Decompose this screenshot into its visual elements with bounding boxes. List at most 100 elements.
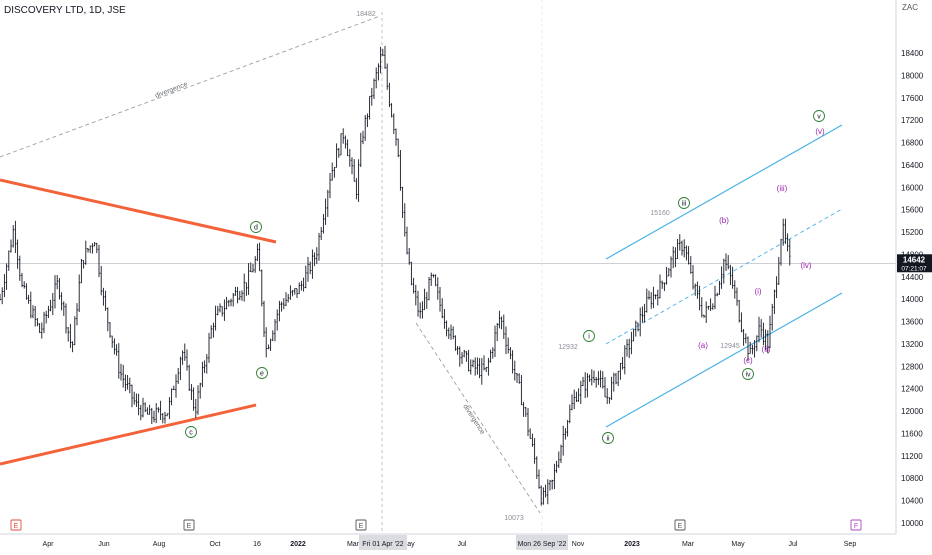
event-marker-label[interactable]: E	[187, 523, 192, 530]
candle	[120, 363, 122, 381]
channel-upper-line	[605, 124, 843, 260]
candle	[597, 371, 600, 385]
candle	[210, 325, 213, 339]
candle	[315, 247, 318, 265]
candle	[166, 413, 169, 417]
candle	[293, 287, 296, 295]
candle	[621, 356, 624, 370]
candle	[320, 227, 323, 240]
candle	[399, 150, 402, 191]
candle	[93, 242, 96, 247]
candle	[84, 240, 87, 265]
event-marker-label[interactable]: E	[678, 523, 683, 530]
candle	[450, 324, 452, 340]
candle	[771, 303, 774, 331]
event-marker[interactable]: E	[183, 519, 195, 531]
candle	[513, 360, 516, 381]
candle	[694, 283, 697, 296]
candle	[546, 479, 549, 505]
candle	[18, 255, 21, 281]
candle	[342, 128, 345, 144]
candle	[302, 277, 305, 292]
wave-label: (ii)	[762, 345, 771, 354]
candle	[395, 128, 397, 146]
candle	[373, 78, 375, 100]
candle	[69, 323, 72, 349]
candle	[696, 281, 699, 299]
candle	[428, 277, 430, 301]
candle	[507, 337, 510, 354]
candle	[716, 292, 719, 297]
candle	[126, 374, 129, 390]
candle	[731, 266, 734, 289]
candle	[157, 407, 160, 413]
candle	[612, 372, 615, 392]
candle	[375, 67, 378, 89]
price-tick-label: 13200	[901, 340, 924, 349]
candle	[667, 267, 670, 277]
event-marker[interactable]: E	[355, 519, 367, 531]
candle	[227, 299, 230, 307]
price-tick-label: 10000	[901, 519, 924, 528]
candle	[641, 306, 644, 323]
candle	[337, 147, 340, 158]
time-tick-label: Aug	[153, 541, 166, 548]
price-axis[interactable]: 10000 10400 10800 11200 11600 12000 12400 12800…	[895, 0, 932, 534]
candle	[480, 358, 483, 385]
wave-label-circle	[250, 221, 262, 233]
event-marker-box[interactable]	[183, 519, 195, 531]
candle	[617, 370, 620, 387]
candle	[742, 329, 745, 346]
candle	[263, 300, 265, 337]
candle	[208, 332, 210, 363]
wave-label: (iv)	[800, 261, 811, 270]
event-marker-label[interactable]: F	[854, 523, 858, 530]
price-tick-label: 12400	[901, 385, 924, 394]
candle	[524, 406, 527, 417]
candle	[762, 322, 765, 346]
candle	[214, 305, 217, 331]
candle	[326, 189, 329, 217]
event-marker-label[interactable]: E	[14, 523, 19, 530]
candle	[128, 377, 131, 394]
candle	[164, 411, 166, 424]
candle	[159, 400, 162, 421]
candle	[412, 277, 415, 294]
candle	[434, 274, 437, 287]
event-marker-box[interactable]	[10, 519, 22, 531]
event-marker-label[interactable]: E	[359, 523, 364, 530]
candle	[496, 323, 499, 342]
wave-label: c	[189, 430, 193, 437]
event-marker[interactable]: F	[850, 519, 862, 531]
candle	[773, 289, 776, 315]
candle	[491, 347, 494, 359]
candle	[531, 433, 534, 447]
candle	[379, 46, 382, 74]
candle	[643, 303, 646, 323]
candle	[472, 359, 474, 368]
candle	[458, 346, 461, 367]
event-marker-box[interactable]	[355, 519, 367, 531]
time-tick-label: May	[401, 541, 415, 548]
candle	[698, 285, 701, 311]
candle	[760, 319, 763, 338]
candle	[568, 404, 571, 424]
candle	[95, 242, 98, 254]
event-marker-box[interactable]	[674, 519, 686, 531]
event-marker[interactable]: E	[674, 519, 686, 531]
candle	[601, 371, 604, 389]
candle	[234, 286, 237, 296]
candle	[406, 226, 408, 255]
candle	[76, 303, 78, 326]
candle	[179, 356, 182, 381]
candle	[247, 263, 250, 295]
price-tick-label: 17200	[901, 116, 924, 125]
candle	[736, 287, 738, 306]
time-axis[interactable]: AprJunAugOct162022MarMayJulSNov2023MarMa…	[0, 519, 896, 550]
event-marker-box[interactable]	[850, 519, 862, 531]
event-marker[interactable]: E	[10, 519, 22, 531]
candle	[113, 338, 116, 355]
candle	[212, 322, 215, 338]
